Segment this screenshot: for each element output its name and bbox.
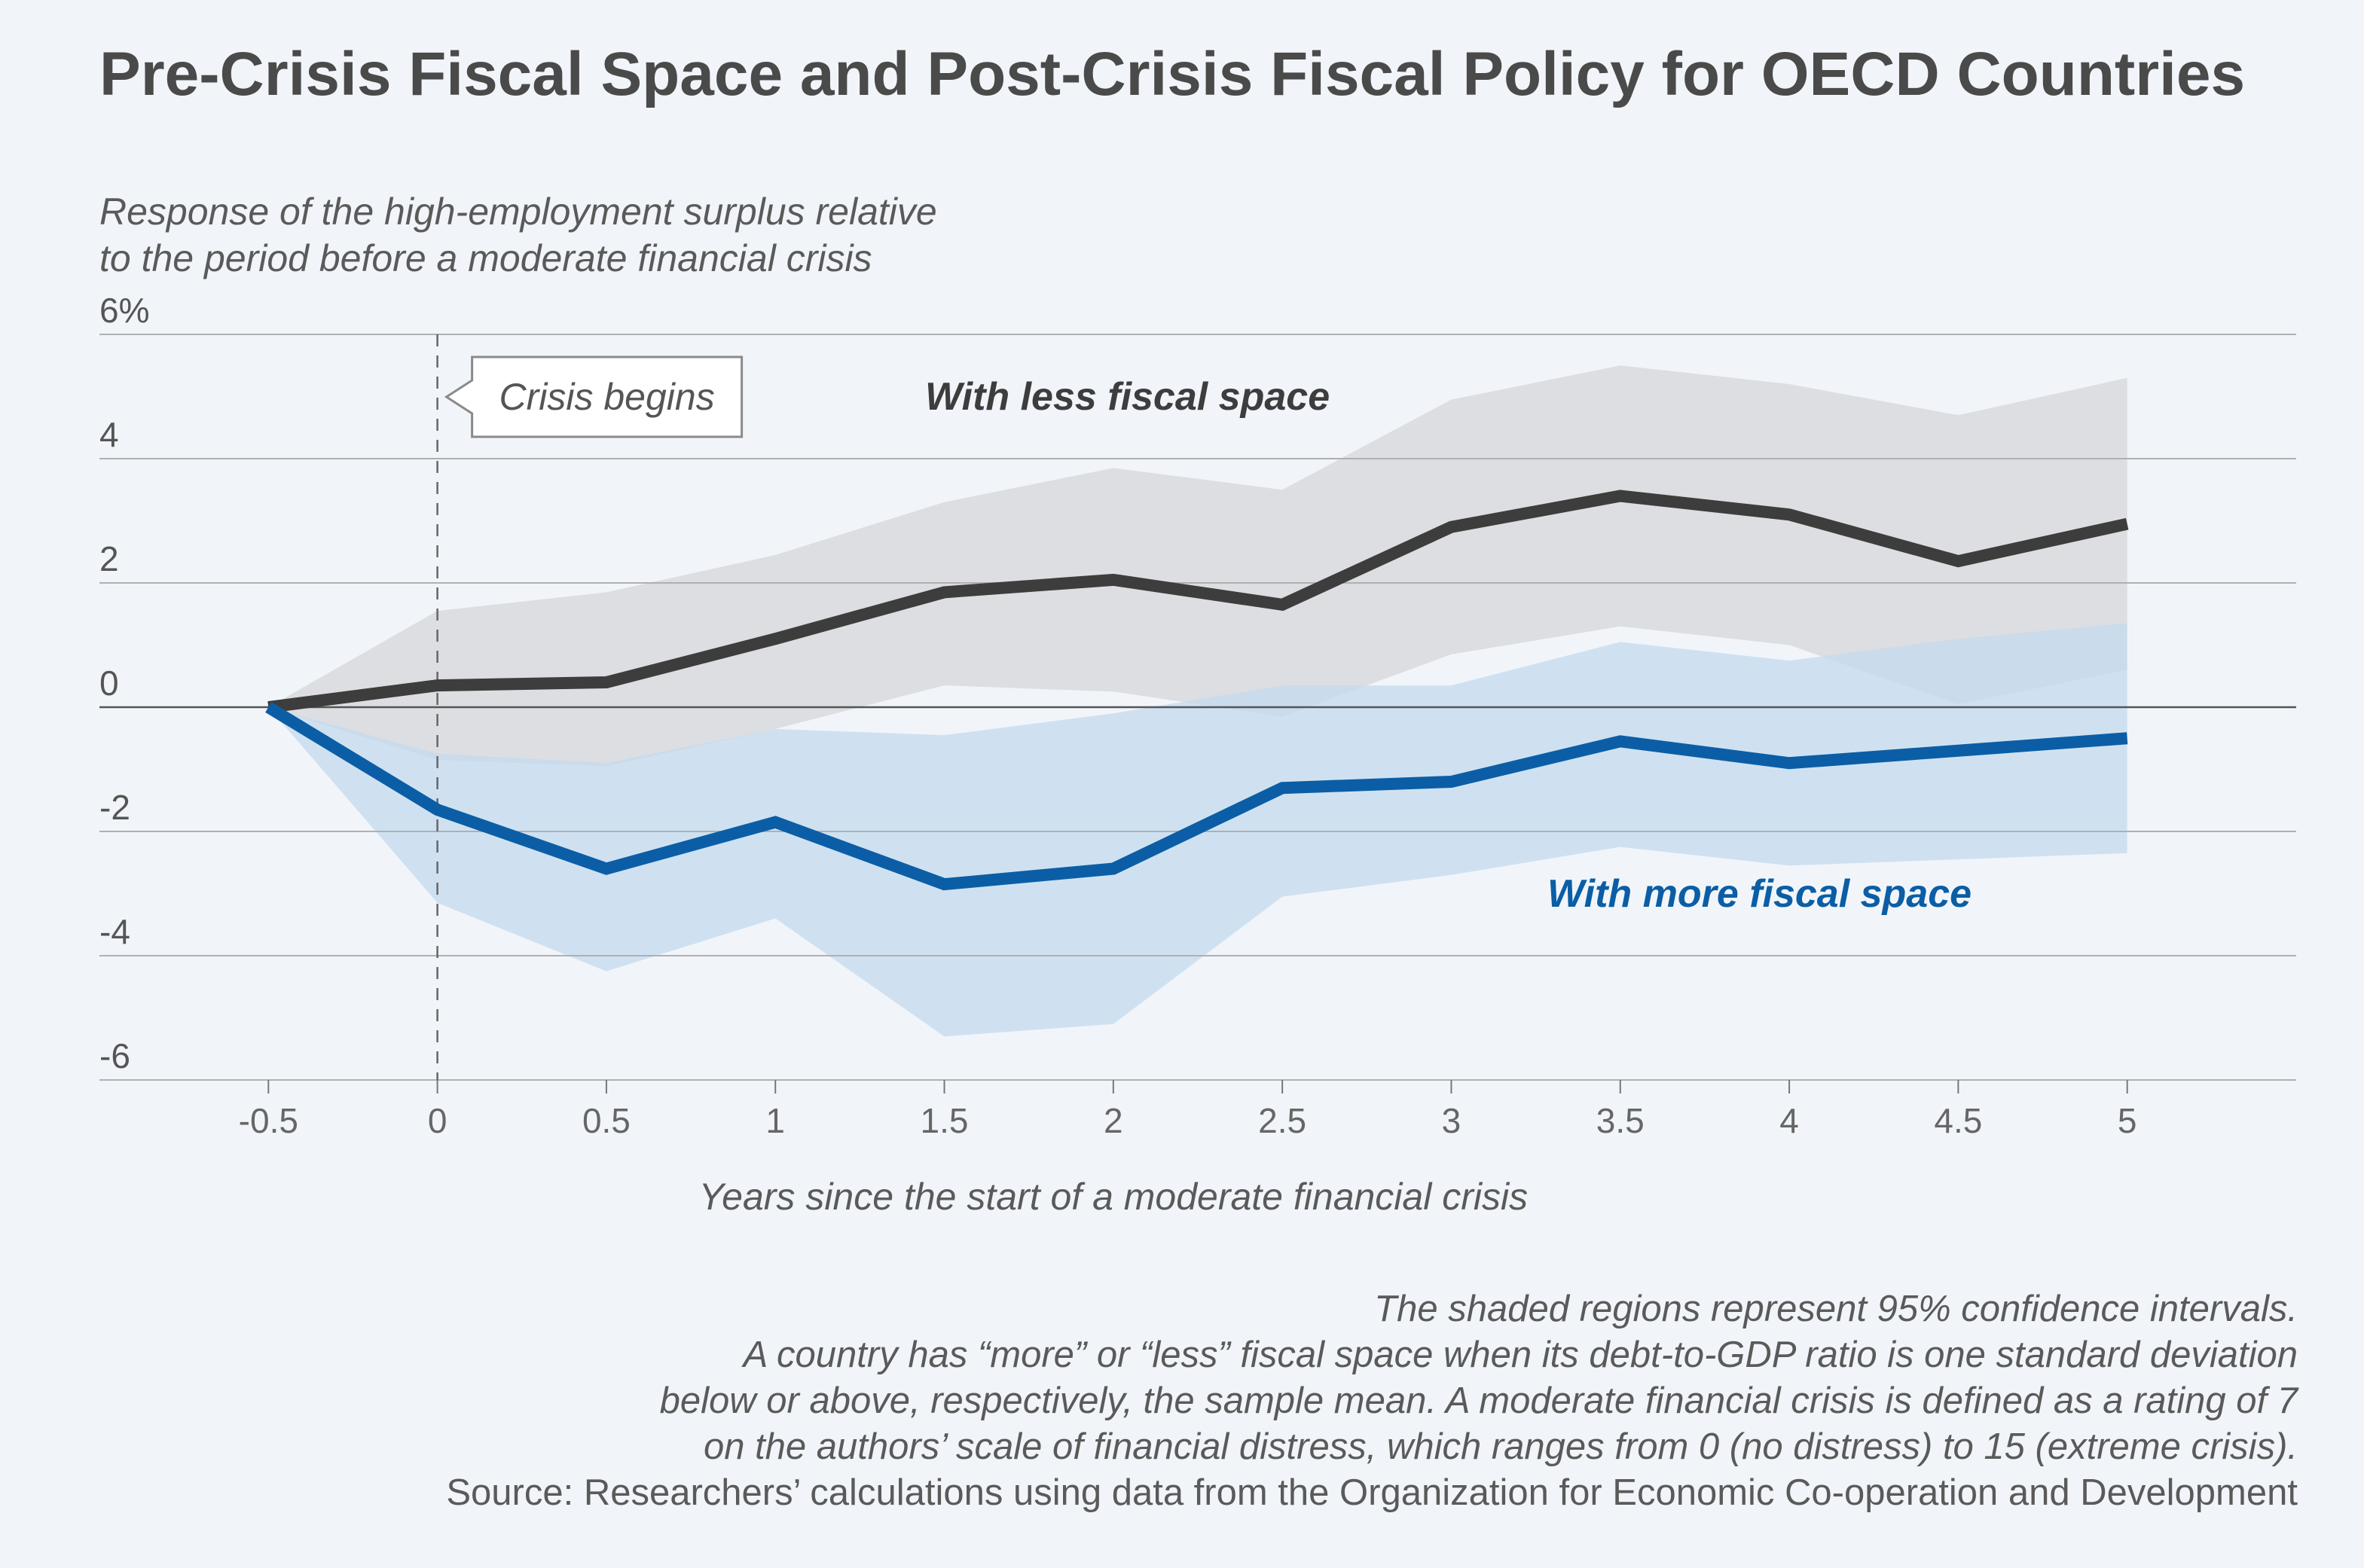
line-chart: -6 -4 -2 0 2 4 6% -0.5 0 0.5 1 1.5 2 2.5 3 3.5 4 4.5 5 Year… <box>99 291 2296 1218</box>
y-tick-label: -4 <box>99 912 130 951</box>
series-line-less-fiscal-space <box>267 490 2129 713</box>
note-line: The shaded regions represent 95% confide… <box>1374 1289 2298 1329</box>
x-axis-label: Years since the start of a moderate fina… <box>699 1176 1529 1218</box>
y-tick-label: -6 <box>99 1036 130 1075</box>
subtitle-line-1: Response of the high-employment surplus … <box>99 191 937 233</box>
series-label-less-fiscal-space: With less fiscal space <box>925 375 1330 419</box>
note-line: on the authors’ scale of financial distr… <box>703 1426 2298 1467</box>
chart-title: Pre-Crisis Fiscal Space and Post-Crisis … <box>99 40 2246 108</box>
x-tick-label: 3 <box>1442 1101 1461 1140</box>
y-tick-label: 2 <box>99 539 119 578</box>
x-tick-label: 5 <box>2118 1101 2137 1140</box>
note-line: below or above, respectively, the sample… <box>659 1380 2298 1421</box>
y-tick-label: 6% <box>99 291 149 330</box>
annotation-callout <box>444 355 744 438</box>
x-tick-label: 4.5 <box>1934 1101 1982 1140</box>
x-tick-label: 2 <box>1104 1101 1123 1140</box>
note-line: A country has “more” or “less” fiscal sp… <box>743 1335 2298 1375</box>
x-tick-label: 0 <box>428 1101 447 1140</box>
subtitle-line-2: to the period before a moderate financia… <box>99 237 872 279</box>
y-tick-label: -2 <box>99 788 130 827</box>
series-line-more-fiscal-space <box>265 702 2128 891</box>
x-tick-label: -0.5 <box>239 1101 298 1140</box>
x-tick-label: 1.5 <box>921 1101 969 1140</box>
y-tick-label: 0 <box>99 664 119 703</box>
y-tick-label: 4 <box>99 415 119 454</box>
x-tick-label: 4 <box>1779 1101 1799 1140</box>
chart-notes: The shaded regions represent 95% confide… <box>446 1286 2298 1516</box>
y-axis-description: Response of the high-employment surplus … <box>99 188 937 282</box>
x-tick-label: 2.5 <box>1258 1101 1306 1140</box>
x-tick-label: 3.5 <box>1596 1101 1645 1140</box>
x-tick-label: 1 <box>765 1101 785 1140</box>
confidence-band-less <box>268 365 2127 767</box>
annotation-text: Crisis begins <box>499 376 715 418</box>
source-note: Source: Researchers’ calculations using … <box>446 1472 2298 1513</box>
series-label-more-fiscal-space: With more fiscal space <box>1547 872 1972 916</box>
x-tick-label: 0.5 <box>582 1101 631 1140</box>
